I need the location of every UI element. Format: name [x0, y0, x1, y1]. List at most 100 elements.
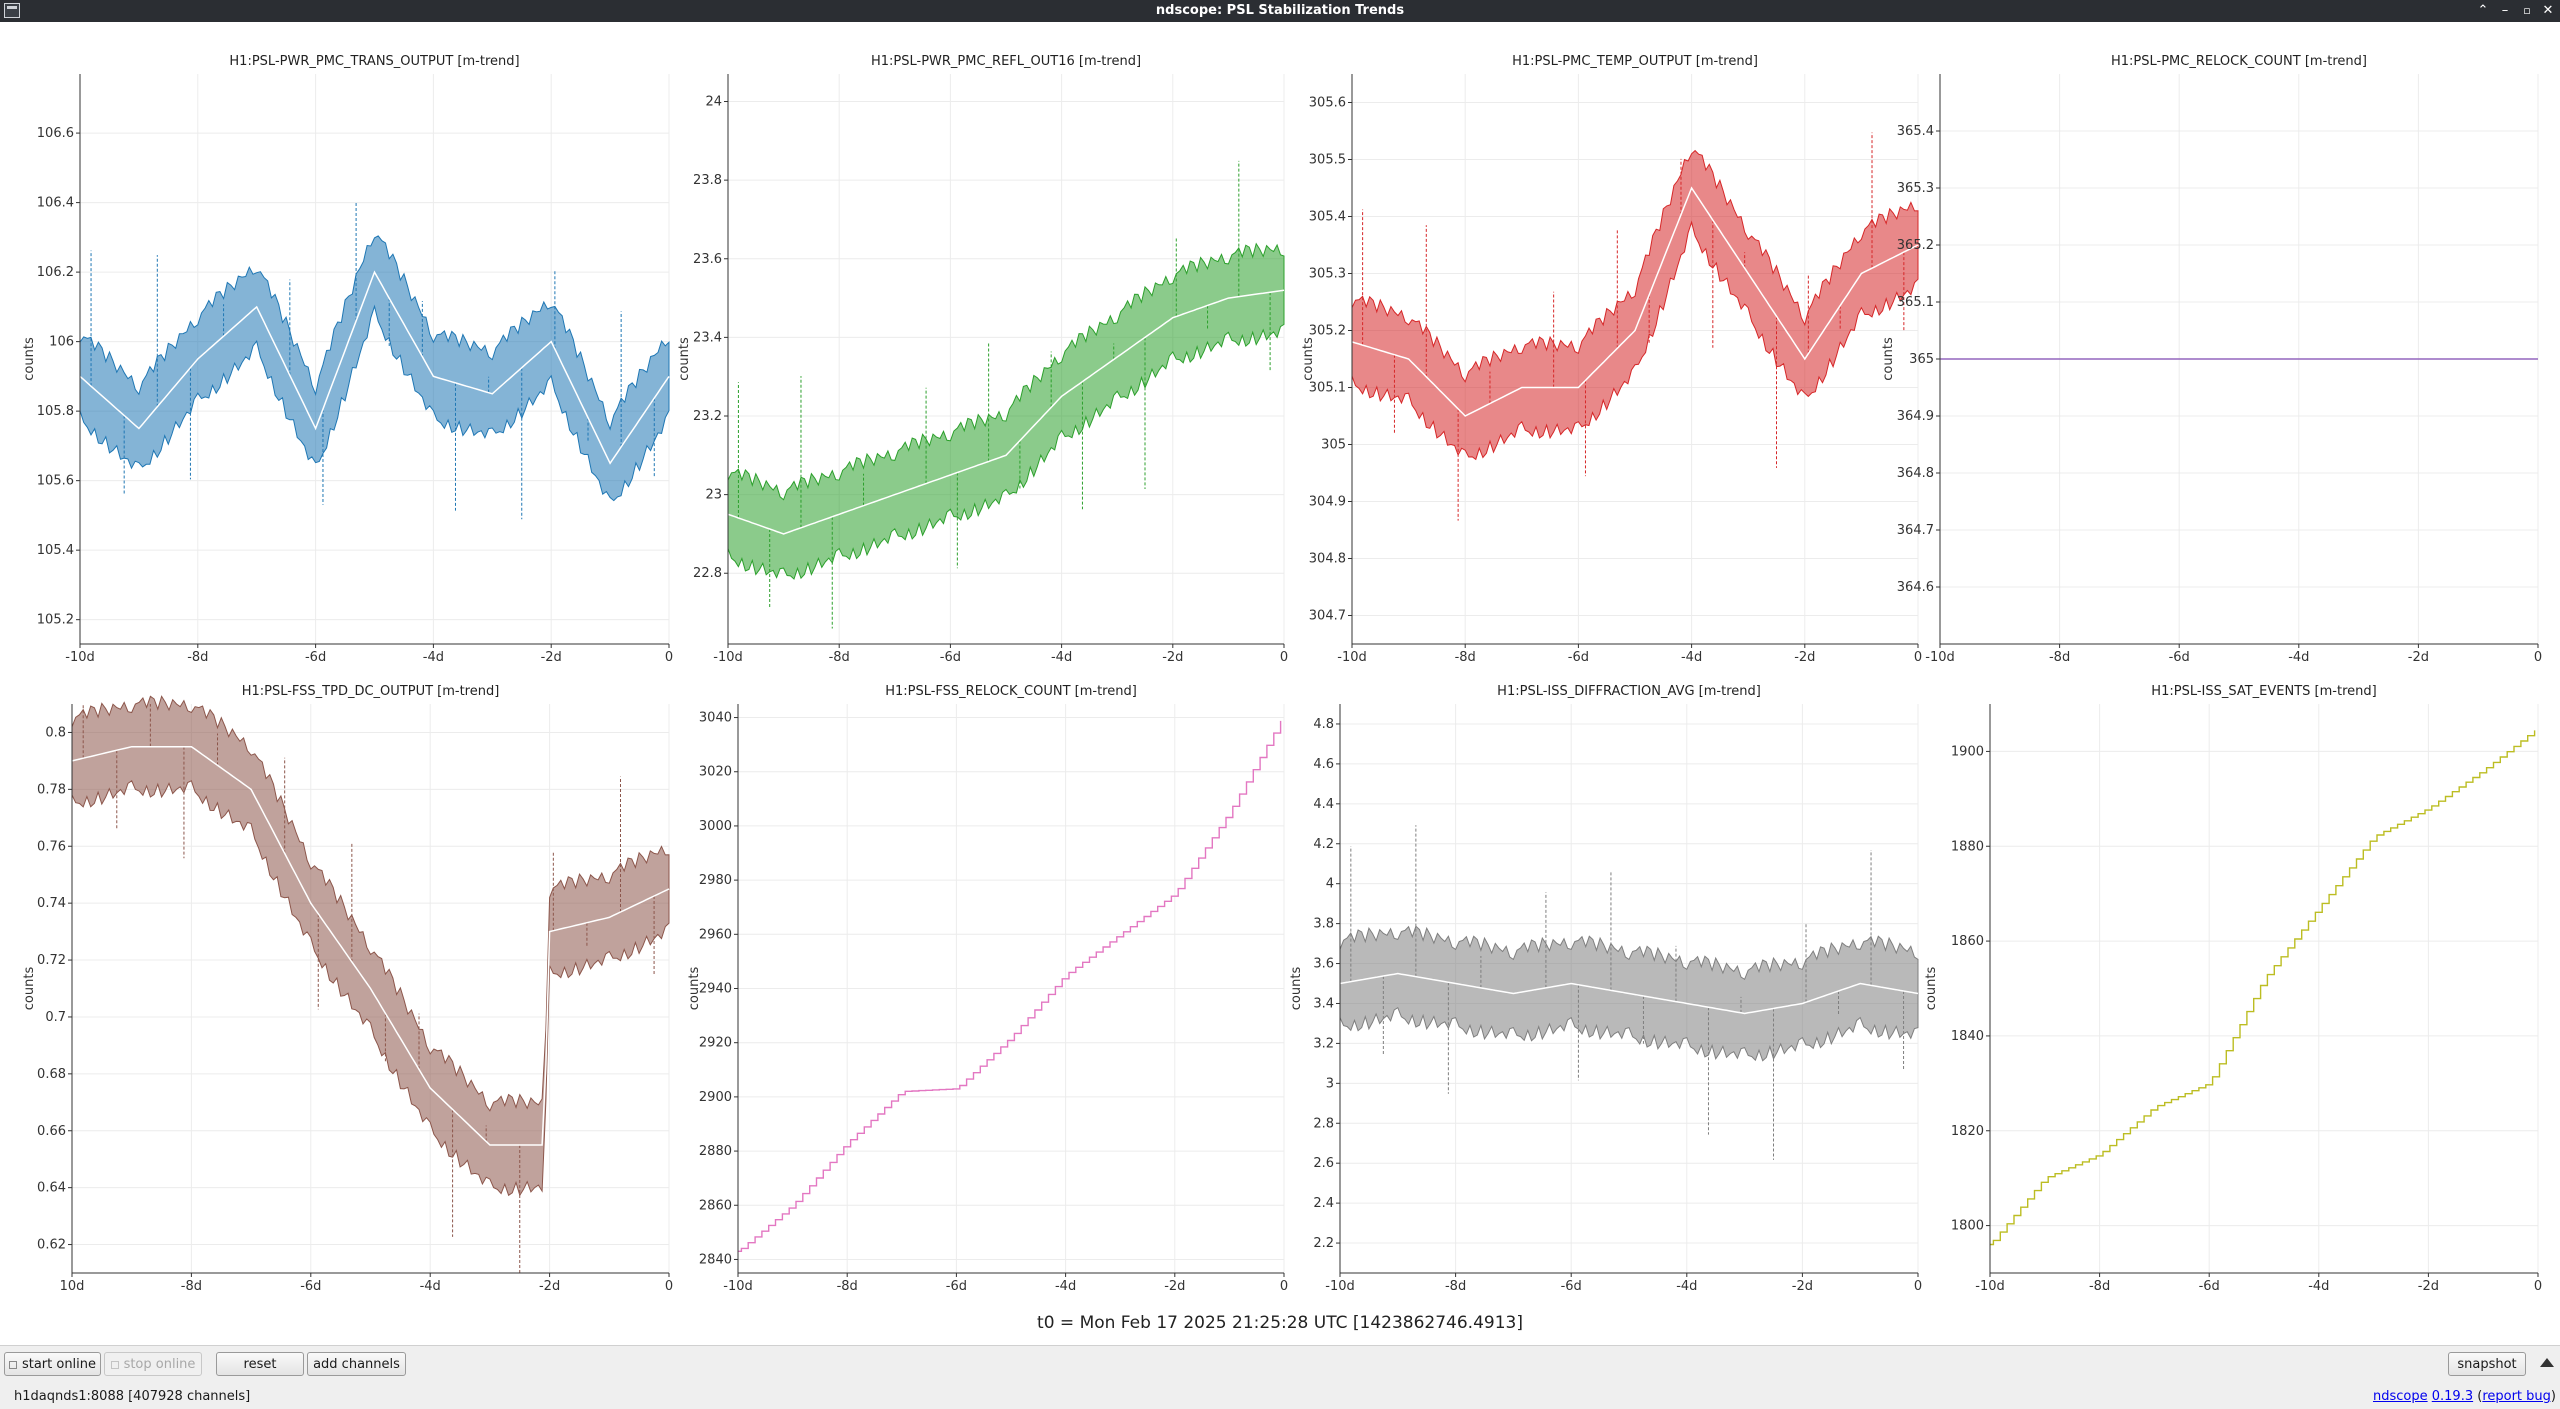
close-icon[interactable]: ✕: [2542, 3, 2554, 18]
y-tick-label: 365: [1909, 352, 1934, 367]
y-tick-label: 106: [49, 335, 74, 350]
x-tick-label: -6d: [2169, 650, 2190, 665]
x-tick-label: -2d: [2418, 1279, 2439, 1294]
y-tick-label: 2960: [699, 927, 732, 942]
y-tick-label: 0.68: [37, 1067, 66, 1082]
y-tick-label: 305.2: [1309, 324, 1346, 339]
plot-panel[interactable]: 2840 2860 2880 2900 2920 2940 2960 2980 3000 3020…: [687, 684, 1288, 1294]
x-tick-label: -4d: [1676, 1279, 1697, 1294]
x-tick-label: 10d: [60, 1279, 85, 1294]
series-envelope: [727, 242, 1285, 580]
series-line: [727, 289, 1285, 535]
keep-above-icon[interactable]: ⌃: [2477, 3, 2489, 18]
plot-title: H1:PSL-PMC_TEMP_OUTPUT [m-trend]: [1512, 54, 1758, 69]
y-tick-label: 305.4: [1309, 210, 1346, 225]
y-tick-label: 0.8: [45, 725, 66, 740]
y-tick-label: 365.4: [1897, 124, 1934, 139]
report-bug-link[interactable]: report bug: [2482, 1389, 2551, 1404]
plot-title: H1:PSL-PWR_PMC_REFL_OUT16 [m-trend]: [871, 54, 1141, 69]
play-icon: [8, 1361, 17, 1369]
x-tick-label: -6d: [2199, 1279, 2220, 1294]
plot-panel[interactable]: 22.8 23 23.2 23.4 23.6 23.8 24 -10d -8d -6d -4d -2d…: [677, 54, 1288, 665]
x-tick-label: 0: [1280, 650, 1288, 665]
plot-panel[interactable]: 0.62 0.64 0.66 0.68 0.7 0.72 0.74 0.76 0.78 0.8 10…: [22, 684, 673, 1294]
y-tick-label: 1840: [1951, 1029, 1984, 1044]
x-tick-label: -4d: [423, 650, 444, 665]
x-tick-label: -10d: [713, 650, 743, 665]
plot-panel[interactable]: 105.2 105.4 105.6 105.8 106 106.2 106.4 106.6 -1…: [22, 54, 673, 665]
maximize-icon[interactable]: ▫: [2523, 4, 2531, 17]
series-envelope: [71, 695, 670, 1197]
plot-panel[interactable]: 364.6 364.7 364.8 364.9 365 365.1 365.2 365.3 36…: [1881, 54, 2542, 665]
series-line: [1339, 972, 1919, 1015]
server-status: h1daqnds1:8088 [407928 channels]: [14, 1389, 251, 1404]
y-tick-label: 364.7: [1897, 523, 1934, 538]
y-tick-label: 3000: [699, 819, 732, 834]
y-tick-label: 3040: [699, 711, 732, 726]
plot-panel[interactable]: 1800 1820 1840 1860 1880 1900 -10d -8d -6d -4d -2d…: [1924, 684, 2542, 1294]
ndscope-link[interactable]: ndscope: [2372, 1389, 2428, 1404]
x-tick-label: -2d: [539, 1279, 560, 1294]
plot-grid[interactable]: 105.2 105.4 105.6 105.8 106 106.2 106.4 106.6 -1…: [0, 22, 2560, 1342]
y-tick-label: 2860: [699, 1198, 732, 1213]
y-axis-label: counts: [677, 337, 692, 381]
x-tick-label: -8d: [1455, 650, 1476, 665]
collapse-panel-icon[interactable]: [2540, 1358, 2554, 1367]
y-tick-label: 1860: [1951, 934, 1984, 949]
x-tick-label: -2d: [2408, 650, 2429, 665]
y-tick-label: 105.6: [37, 474, 74, 489]
y-tick-label: 2900: [699, 1090, 732, 1105]
window-title: ndscope: PSL Stabilization Trends: [1155, 3, 1405, 18]
x-tick-label: -4d: [420, 1279, 441, 1294]
y-axis-label: counts: [1881, 337, 1896, 381]
x-tick-label: 0: [665, 650, 673, 665]
y-tick-label: 4.2: [1313, 837, 1334, 852]
add-channels-button[interactable]: add channels: [307, 1352, 406, 1376]
stop-online-button: stop online: [104, 1352, 202, 1376]
y-tick-label: 365.2: [1897, 238, 1934, 253]
window-titlebar: ndscope: PSL Stabilization Trends ⌃ – ▫ …: [0, 0, 2560, 22]
y-tick-label: 3020: [699, 765, 732, 780]
y-tick-label: 305.6: [1309, 96, 1346, 111]
y-tick-label: 305.3: [1309, 267, 1346, 282]
t0-label: t0 = Mon Feb 17 2025 21:25:28 UTC [14238…: [1037, 1313, 1523, 1333]
y-tick-label: 3.8: [1313, 917, 1334, 932]
start-online-button[interactable]: start online: [4, 1352, 101, 1376]
plot-panel[interactable]: 304.7 304.8 304.9 305 305.1 305.2 305.3 305.4 30…: [1301, 54, 1922, 665]
y-tick-label: 2940: [699, 982, 732, 997]
stop-icon: [110, 1361, 119, 1369]
x-tick-label: -4d: [1051, 650, 1072, 665]
y-tick-label: 0.72: [37, 953, 66, 968]
status-bar: h1daqnds1:8088 [407928 channels] ndscope…: [0, 1385, 2560, 1409]
reset-button[interactable]: reset: [216, 1352, 304, 1376]
plot-panel[interactable]: 2.2 2.4 2.6 2.8 3 3.2 3.4 3.6 3.8 4 4.2 4.4 4.6 4.8 -1…: [1289, 684, 1922, 1294]
x-tick-label: -6d: [1568, 650, 1589, 665]
y-tick-label: 0.7: [45, 1010, 66, 1025]
x-tick-label: -10d: [1337, 650, 1367, 665]
x-tick-label: -2d: [1794, 650, 1815, 665]
snapshot-button[interactable]: snapshot: [2448, 1352, 2526, 1376]
x-tick-label: 0: [2534, 650, 2542, 665]
y-tick-label: 2.6: [1313, 1156, 1334, 1171]
plot-title: H1:PSL-ISS_SAT_EVENTS [m-trend]: [2151, 684, 2376, 699]
y-axis-label: counts: [22, 337, 37, 381]
x-tick-label: 0: [1914, 1279, 1922, 1294]
start-online-label: start online: [21, 1357, 97, 1372]
minimize-icon[interactable]: –: [2501, 3, 2509, 18]
x-tick-label: -8d: [1445, 1279, 1466, 1294]
y-tick-label: 1820: [1951, 1124, 1984, 1139]
x-tick-label: -6d: [305, 650, 326, 665]
y-axis-label: counts: [687, 967, 702, 1011]
x-tick-label: -10d: [65, 650, 95, 665]
y-tick-label: 0.74: [37, 896, 66, 911]
y-tick-label: 365.3: [1897, 181, 1934, 196]
y-tick-label: 4: [1326, 877, 1334, 892]
version-info: ndscope 0.19.3 (report bug): [2372, 1389, 2556, 1404]
x-tick-label: -8d: [2049, 650, 2070, 665]
y-tick-label: 304.7: [1309, 609, 1346, 624]
y-tick-label: 4.8: [1313, 717, 1334, 732]
x-tick-label: -8d: [837, 1279, 858, 1294]
version-link[interactable]: 0.19.3: [2431, 1389, 2474, 1404]
plot-title: H1:PSL-PMC_RELOCK_COUNT [m-trend]: [2111, 54, 2367, 69]
stop-online-label: stop online: [123, 1357, 196, 1372]
